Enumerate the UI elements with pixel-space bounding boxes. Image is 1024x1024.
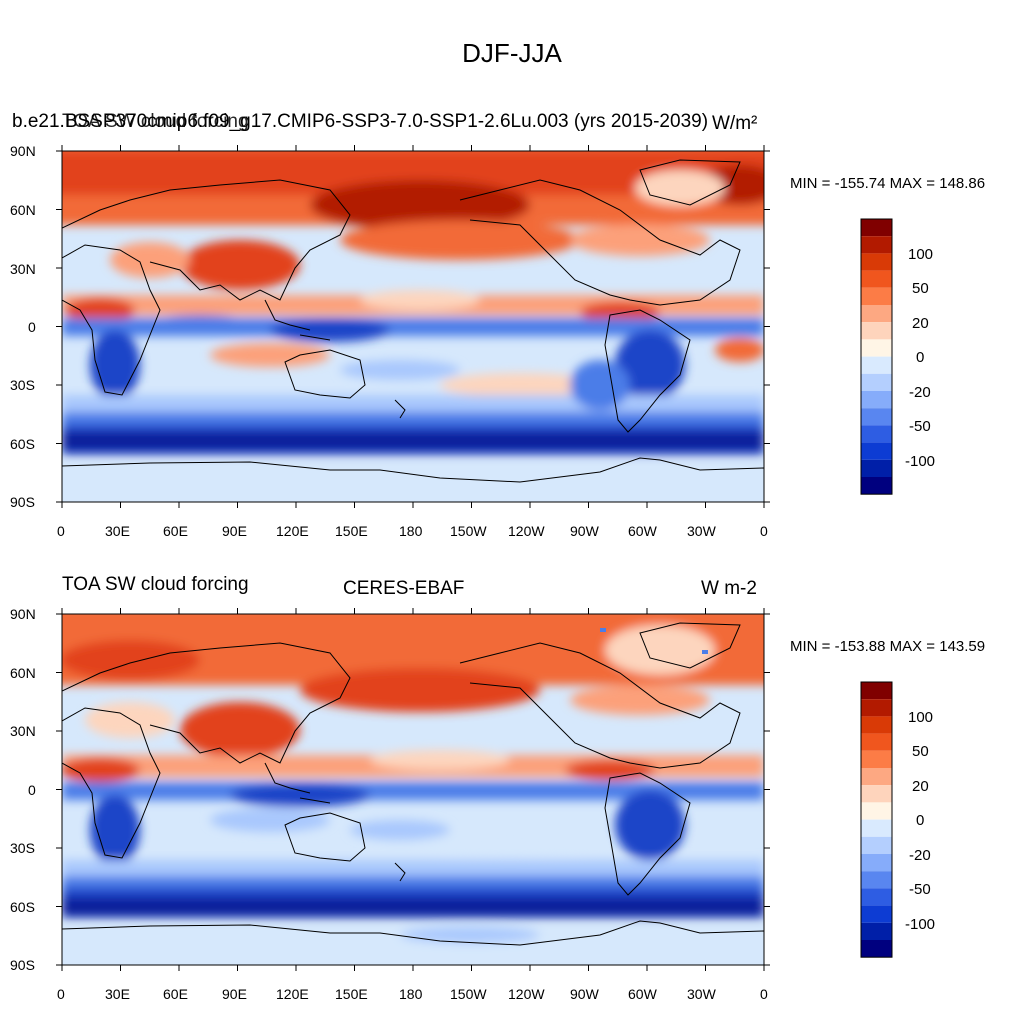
panel2-minmax: MIN = -153.88 MAX = 143.59 (790, 638, 986, 655)
p2-colorbar-label: 50 (912, 743, 929, 760)
p1-colorbar-label: 100 (908, 246, 934, 263)
p1-lon-label: 90W (570, 523, 599, 539)
p1-lon-label: 120W (508, 523, 545, 539)
p2-colorbar-label: -20 (909, 847, 931, 864)
panel2-colorbar (860, 681, 893, 958)
p1-colorbar-label: 50 (912, 280, 929, 297)
panel1-minmax: MIN = -155.74 MAX = 148.86 (790, 175, 986, 192)
p1-lon-label: 180 (399, 523, 423, 539)
p1-lat-label: 0 (28, 319, 36, 335)
p2-lat-label: 90S (10, 957, 35, 973)
p1-lon-label: 30E (105, 523, 130, 539)
p1-lat-label: 60S (10, 436, 35, 452)
p2-lon-label: 90E (222, 986, 247, 1002)
p2-lon-label: 30W (687, 986, 716, 1002)
p1-lon-label: 150W (450, 523, 487, 539)
p1-lat-label: 60N (10, 202, 36, 218)
panel2-map (55, 607, 771, 972)
p2-lat-label: 60N (10, 665, 36, 681)
p1-lon-label: 150E (335, 523, 368, 539)
p1-lon-label: 120E (276, 523, 309, 539)
p2-lon-label: 60W (628, 986, 657, 1002)
p1-lat-label: 30N (10, 261, 36, 277)
panel1-title-left: b.e21.BSSP370cmip6.f09_g17.CMIP6-SSP3-7.… (12, 111, 709, 132)
p2-lon-label: 150W (450, 986, 487, 1002)
p1-lon-label: 0 (57, 523, 65, 539)
p2-colorbar-label: -100 (905, 916, 936, 933)
p1-lon-label: 0 (760, 523, 768, 539)
p2-lon-label: 60E (163, 986, 188, 1002)
p1-colorbar-label: -20 (909, 384, 931, 401)
p1-colorbar-label: -50 (909, 418, 931, 435)
panel1-title-overlay: TOA SW cloud forcing (62, 111, 249, 132)
p2-lon-label: 0 (760, 986, 768, 1002)
panel2-title-left: TOA SW cloud forcing (62, 574, 249, 595)
p1-lat-label: 90S (10, 494, 35, 510)
p2-lon-label: 90W (570, 986, 599, 1002)
panel1-colorbar (860, 218, 893, 495)
p2-lon-label: 120W (508, 986, 545, 1002)
p1-colorbar-label: -100 (905, 453, 936, 470)
panel1-map (55, 144, 771, 509)
p1-lat-label: 90N (10, 143, 36, 159)
p1-lat-label: 30S (10, 377, 35, 393)
p1-colorbar-label: 20 (912, 315, 929, 332)
p2-lat-label: 30S (10, 840, 35, 856)
p2-colorbar-label: 100 (908, 709, 934, 726)
p2-lon-label: 150E (335, 986, 368, 1002)
p1-lon-label: 30W (687, 523, 716, 539)
p1-lon-label: 60W (628, 523, 657, 539)
p2-colorbar-label: 20 (912, 778, 929, 795)
panel2-units: W m-2 (701, 578, 757, 599)
p2-lat-label: 60S (10, 899, 35, 915)
p2-lon-label: 0 (57, 986, 65, 1002)
p1-lon-label: 60E (163, 523, 188, 539)
p1-lon-label: 90E (222, 523, 247, 539)
panel1-units: W/m² (712, 113, 758, 134)
p2-lat-label: 30N (10, 723, 36, 739)
p2-lon-label: 120E (276, 986, 309, 1002)
p2-lat-label: 0 (28, 782, 36, 798)
p2-colorbar-label: 0 (916, 812, 925, 829)
p1-colorbar-label: 0 (916, 349, 925, 366)
p2-lon-label: 30E (105, 986, 130, 1002)
p2-lon-label: 180 (399, 986, 423, 1002)
figure-title: DJF-JJA (462, 38, 562, 68)
panel2-title-center: CERES-EBAF (343, 578, 465, 599)
p2-colorbar-label: -50 (909, 881, 931, 898)
p2-lat-label: 90N (10, 606, 36, 622)
